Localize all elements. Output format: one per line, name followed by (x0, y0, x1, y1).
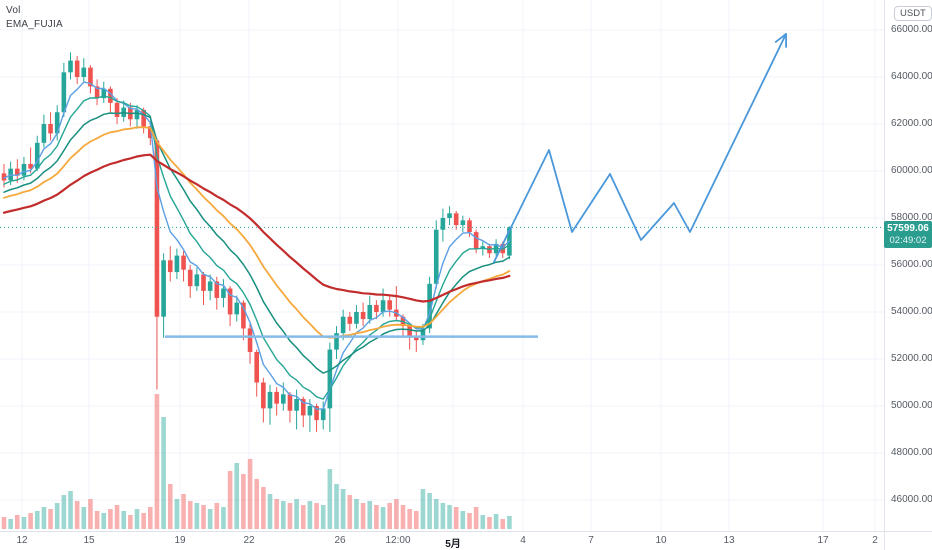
time-tick-label: 13 (723, 535, 735, 546)
indicator-legend: Vol EMA_FUJIA (6, 4, 63, 32)
price-tick-label: 60000.00 (891, 165, 932, 176)
price-tick-label: 66000.00 (891, 24, 932, 35)
trend-projection-drawing[interactable] (493, 33, 788, 263)
time-tick-label: 15 (83, 535, 95, 546)
time-tick-label: 10 (655, 535, 667, 546)
time-tick-label: 2 (872, 535, 878, 546)
ema-red-slow[interactable] (2, 153, 511, 303)
price-axis-pane[interactable]: USDT 57599.06 02:49:02 66000.00 64000.00 6… (884, 0, 932, 531)
time-tick-label: 4 (520, 535, 526, 546)
time-tick-label: 19 (174, 535, 186, 546)
ema-teal-fast[interactable] (3, 95, 511, 400)
ema-lines[interactable] (2, 81, 511, 410)
currency-chip[interactable]: USDT (894, 6, 932, 21)
bar-countdown: 02:49:02 (889, 235, 927, 247)
time-tick-label: 7 (588, 535, 594, 546)
price-tick-label: 62000.00 (891, 118, 932, 129)
price-tick-label: 56000.00 (891, 259, 932, 270)
legend-volume[interactable]: Vol (6, 5, 21, 16)
price-tick-label: 58000.00 (891, 212, 932, 223)
last-price-value: 57599.06 (887, 223, 929, 235)
price-tick-label: 54000.00 (891, 306, 932, 317)
time-tick-label: 22 (243, 535, 255, 546)
time-axis-pane[interactable]: 12 15 19 22 26 12:00 5月 4 7 10 13 17 2 (0, 531, 932, 550)
time-tick-label: 5月 (445, 539, 461, 550)
price-tick-label: 64000.00 (891, 71, 932, 82)
last-price-badge[interactable]: 57599.06 02:49:02 (884, 221, 932, 249)
price-tick-label: 48000.00 (891, 447, 932, 458)
volume-bars[interactable] (1, 394, 512, 529)
ema-orange[interactable] (3, 126, 511, 339)
time-tick-label: 17 (817, 535, 829, 546)
price-tick-label: 50000.00 (891, 400, 932, 411)
time-tick-label: 12:00 (385, 535, 411, 546)
time-tick-label: 12 (16, 535, 28, 546)
candles[interactable] (1, 52, 512, 432)
time-tick-label: 26 (334, 535, 346, 546)
price-tick-label: 52000.00 (891, 353, 932, 364)
ema-teal-slow[interactable] (3, 112, 511, 374)
price-tick-label: 46000.00 (891, 494, 932, 505)
legend-ema-fujia[interactable]: EMA_FUJIA (6, 19, 63, 30)
